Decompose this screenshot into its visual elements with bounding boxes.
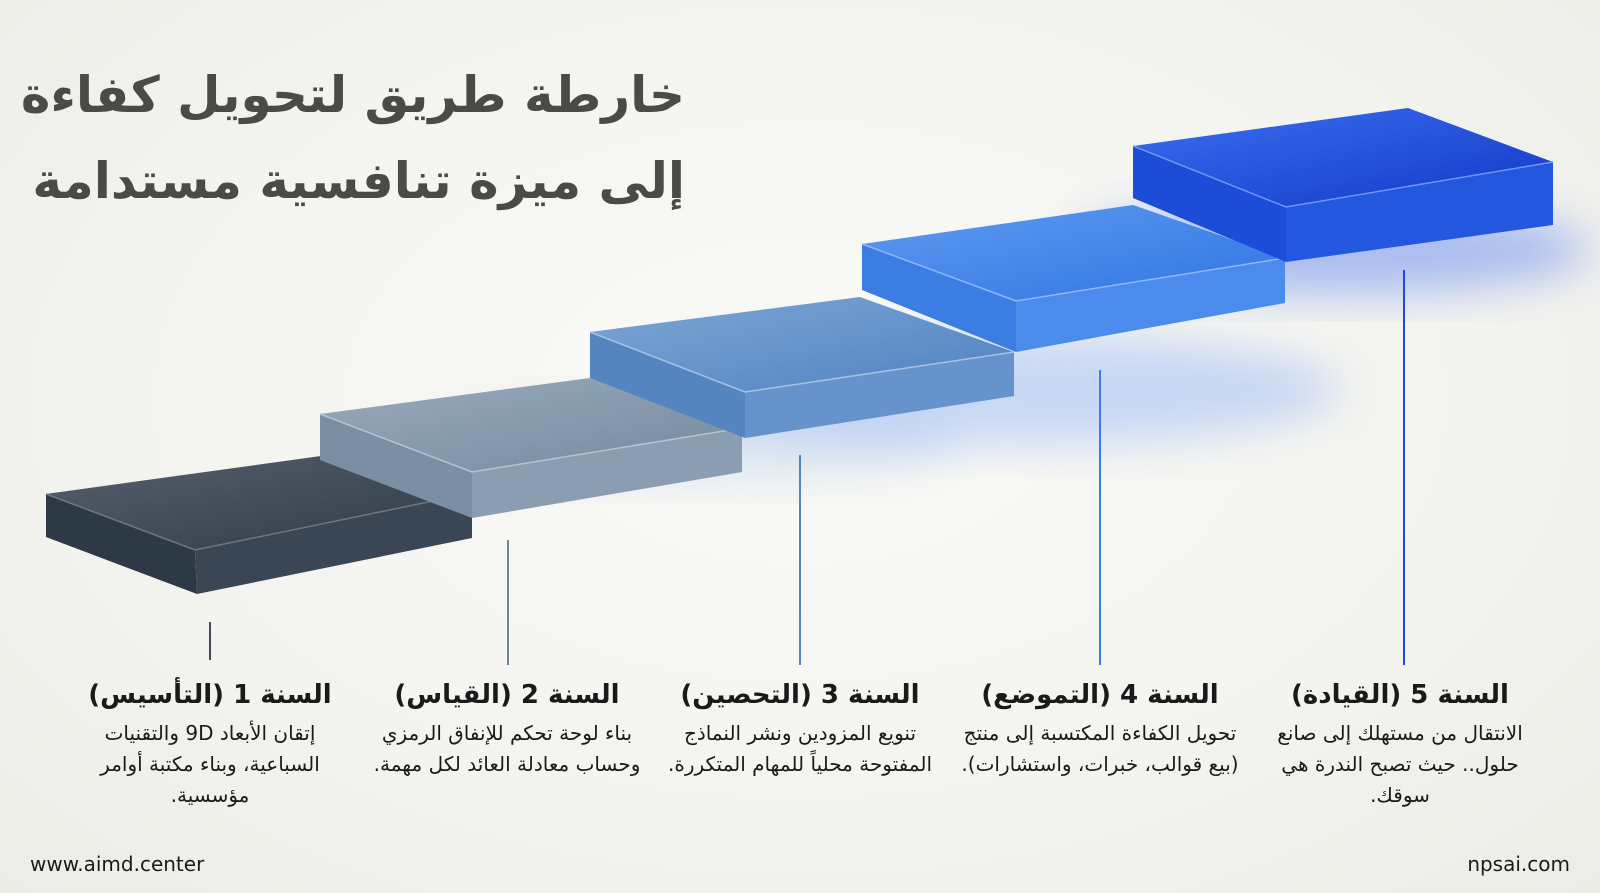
step-2-year: السنة 2 (القياس) [394,680,620,710]
step-1-label: السنة 1 (التأسيس) إتقان الأبعاد 9D والتق… [65,678,355,811]
step-5-description: الانتقال من مستهلك إلى صانع حلول.. حيث ت… [1277,721,1523,807]
step-2-block [319,378,743,518]
footer-right-url[interactable]: npsai.com [1467,852,1570,876]
step-4-label: السنة 4 (التموضع) تحويل الكفاءة المكتسبة… [955,678,1245,780]
step-1-description: إتقان الأبعاد 9D والتقنيات السباعية، وبن… [100,721,320,807]
step-2-label: السنة 2 (القياس) بناء لوحة تحكم للإنفاق … [362,678,652,780]
step-4-description: تحويل الكفاءة المكتسبة إلى منتج (بيع قوا… [961,721,1239,776]
page-title: خارطة طريق لتحويل كفاءة إلى ميزة تنافسية… [20,52,685,224]
step-4-year: السنة 4 (التموضع) [981,680,1219,710]
step-5-block [1132,108,1554,262]
step-5-label: السنة 5 (القيادة) الانتقال من مستهلك إلى… [1255,678,1545,811]
step-3-block [589,297,1015,438]
step-5-year: السنة 5 (القيادة) [1291,680,1509,710]
step-3-year: السنة 3 (التحصين) [680,680,920,710]
step-2-description: بناء لوحة تحكم للإنفاق الرمزي وحساب معاد… [373,721,641,776]
step-1-block [45,455,473,594]
title-line-1: خارطة طريق لتحويل كفاءة [20,66,685,124]
step-4-block [861,205,1286,352]
step-3-label: السنة 3 (التحصين) تنويع المزودين ونشر ال… [655,678,945,780]
title-line-2: إلى ميزة تنافسية مستدامة [32,152,685,210]
step-1-year: السنة 1 (التأسيس) [88,680,332,710]
footer-left-url[interactable]: www.aimd.center [30,852,205,876]
step-3-description: تنويع المزودين ونشر النماذج المفتوحة محل… [667,721,933,776]
